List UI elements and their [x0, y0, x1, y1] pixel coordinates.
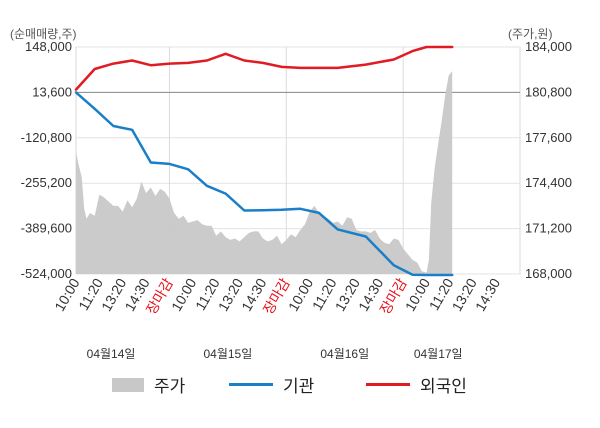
right-tick-label: 184,000 — [525, 39, 572, 54]
right-tick-label: 174,400 — [525, 175, 572, 190]
x-tick-label: 10:00 — [285, 275, 316, 314]
date-label: 04월16일 — [320, 347, 369, 361]
legend-swatch-price — [112, 377, 144, 392]
left-tick-label: -524,000 — [21, 266, 72, 281]
right-tick-label: 168,000 — [525, 266, 572, 281]
left-tick-label: -120,800 — [21, 130, 72, 145]
chart-svg: 148,000 13,600 -120,800 -255,200 -389,600 -52… — [10, 27, 572, 361]
legend: 주가 기관 외국인 — [0, 372, 600, 402]
legend-item-institution: 기관 — [229, 372, 314, 397]
legend-swatch-institution — [229, 383, 273, 386]
legend-label-foreign: 외국인 — [420, 377, 467, 396]
price-area-path — [76, 71, 453, 274]
legend-item-foreign: 외국인 — [366, 372, 467, 397]
left-tick-label: 148,000 — [25, 39, 72, 54]
x-tick-label: 14:30 — [472, 275, 503, 314]
price-area — [76, 71, 453, 274]
left-tick-label: 13,600 — [32, 84, 72, 99]
x-tick-label: 10:00 — [51, 275, 82, 314]
left-tick-label: -255,200 — [21, 175, 72, 190]
foreign-line — [74, 45, 454, 91]
legend-label-price: 주가 — [154, 377, 186, 396]
left-axis-unit: (순매매량,주) — [10, 27, 77, 41]
date-label: 04월14일 — [87, 347, 136, 361]
date-label: 04월15일 — [204, 347, 253, 361]
right-tick-label: 171,200 — [525, 221, 572, 236]
date-label: 04월17일 — [414, 347, 463, 361]
institution-line — [74, 91, 454, 277]
legend-label-institution: 기관 — [283, 377, 315, 396]
series-lines — [74, 45, 454, 277]
legend-item-price: 주가 — [112, 372, 185, 397]
right-axis-unit: (주가,원) — [508, 27, 552, 41]
right-tick-label: 180,800 — [525, 84, 572, 99]
x-tick-label: 10:00 — [168, 275, 199, 314]
x-tick-label: 10:00 — [402, 275, 433, 314]
right-tick-label: 177,600 — [525, 130, 572, 145]
left-tick-label: -389,600 — [21, 221, 72, 236]
legend-swatch-foreign — [366, 383, 410, 386]
